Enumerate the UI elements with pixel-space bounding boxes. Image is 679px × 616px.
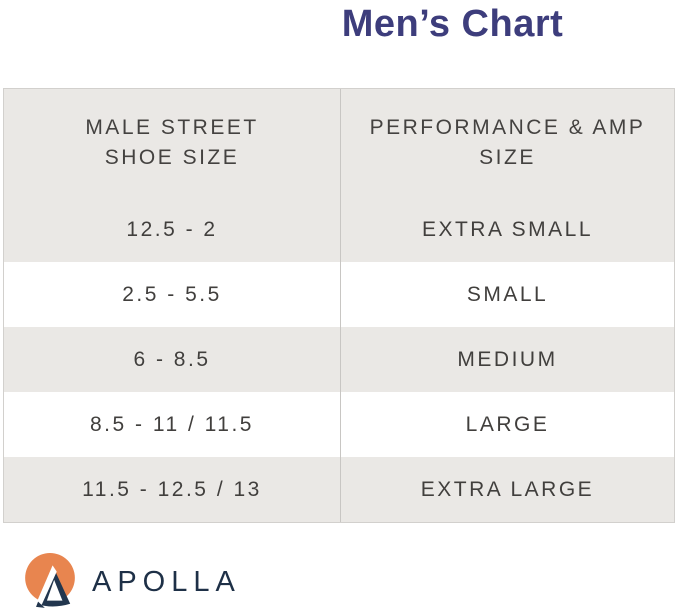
shoe-size-cell: 2.5 - 5.5	[4, 262, 341, 327]
column-header-performance-size-line2: SIZE	[479, 146, 536, 169]
table-row: 8.5 - 11 / 11.5 LARGE	[4, 392, 674, 457]
brand-footer: APOLLA	[24, 553, 241, 611]
table-header-row: MALE STREET SHOE SIZE PERFORMANCE & AMP …	[4, 89, 674, 197]
amp-size-cell: LARGE	[465, 412, 550, 436]
page-title-text: Men’s Chart	[341, 3, 564, 45]
shoe-size-cell: 6 - 8.5	[4, 327, 341, 392]
brand-name: APOLLA	[92, 565, 241, 598]
column-header-shoe-size: MALE STREET SHOE SIZE	[4, 89, 341, 197]
table-row: 12.5 - 2 EXTRA SMALL	[4, 197, 674, 262]
page-title: Men’s Chart	[225, 0, 679, 48]
table-row: 2.5 - 5.5 SMALL	[4, 262, 674, 327]
column-header-performance-size: PERFORMANCE & AMP SIZE	[341, 89, 674, 197]
column-header-shoe-size-line1: MALE STREET	[85, 116, 259, 139]
amp-size-cell: EXTRA SMALL	[421, 217, 594, 241]
column-header-shoe-size-line2: SHOE SIZE	[104, 146, 240, 169]
amp-size-cell: EXTRA LARGE	[420, 477, 595, 501]
column-header-performance-size-line1: PERFORMANCE & AMP	[369, 116, 646, 139]
size-chart-table: MALE STREET SHOE SIZE PERFORMANCE & AMP …	[3, 88, 675, 523]
amp-size-cell: SMALL	[466, 282, 549, 306]
shoe-size-cell: 11.5 - 12.5 / 13	[4, 457, 341, 522]
apolla-logo-icon	[25, 553, 75, 608]
table-row: 6 - 8.5 MEDIUM	[4, 327, 674, 392]
shoe-size-cell: 12.5 - 2	[4, 197, 341, 262]
amp-size-cell: MEDIUM	[457, 347, 558, 371]
shoe-size-cell: 8.5 - 11 / 11.5	[4, 392, 341, 457]
table-row: 11.5 - 12.5 / 13 EXTRA LARGE	[4, 457, 674, 522]
